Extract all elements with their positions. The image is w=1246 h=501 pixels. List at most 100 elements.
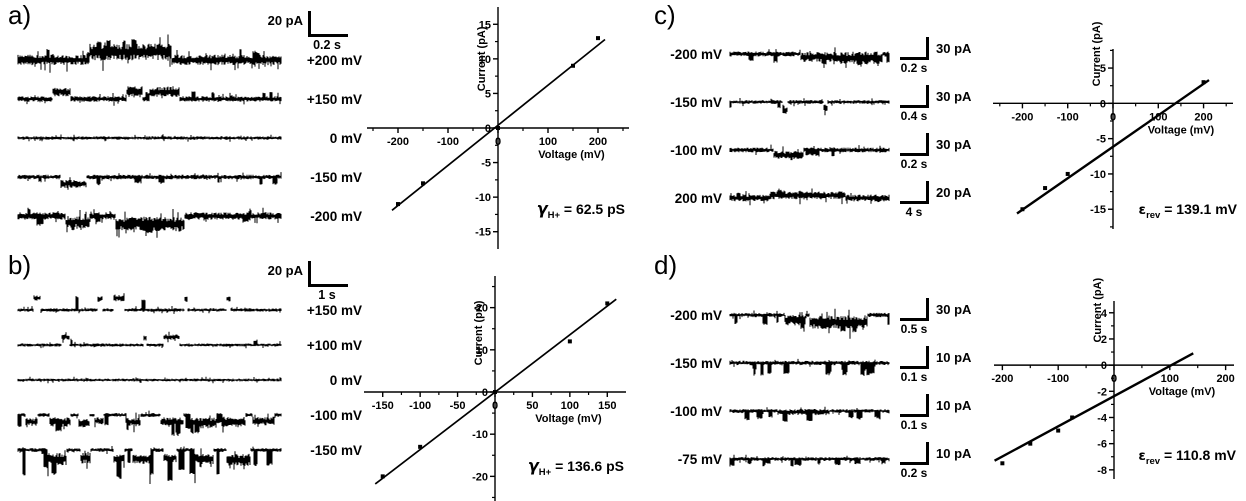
scalebar-time-label: 0.2 s — [900, 157, 928, 171]
y-tick-label: 2 — [1101, 334, 1107, 346]
gamma-symbol: γ — [527, 456, 539, 476]
x-tick-label: 100 — [561, 400, 579, 412]
x-tick-label: 0 — [1111, 373, 1117, 385]
x-tick-label: 200 — [1216, 373, 1234, 385]
scalebar-current-label: 10 pA — [936, 398, 972, 413]
y-tick-label: 10 — [476, 345, 488, 357]
scalebar-time-label: 0.4 s — [900, 109, 928, 123]
scalebar: 10 pA 0.1 s — [898, 390, 984, 432]
y-tick-label: 0 — [1100, 98, 1106, 110]
data-point — [1043, 186, 1048, 191]
scalebar-bars — [900, 442, 929, 465]
trace-signal — [17, 172, 282, 190]
trace-signal — [17, 207, 282, 238]
trace-waveform — [17, 207, 282, 238]
fit-line — [391, 38, 606, 211]
voltage-label: -150 mV — [670, 355, 722, 371]
data-point — [1056, 428, 1061, 433]
annotation-value: = 139.1 mV — [1164, 201, 1237, 218]
x-axis-title: Voltage (mV) — [538, 149, 605, 161]
y-tick-label: 4 — [1101, 308, 1108, 320]
iv-plot-a: -200 -100 0 100 200 -15 -10 -5 0 5 10 15 Current (pA… — [367, 7, 629, 249]
scalebar-current-label: 30 pA — [936, 89, 972, 104]
voltage-label: 0 mV — [329, 372, 362, 388]
x-axis-title: Voltage (mV) — [1149, 386, 1216, 398]
data-point — [1070, 415, 1075, 420]
y-tick-label: -5 — [481, 158, 491, 170]
x-tick-label: -100 — [1047, 373, 1069, 385]
trace-row: -100 mV — [17, 397, 362, 436]
y-axis-title: Current (pA) — [1091, 21, 1103, 86]
trace-waveform — [17, 86, 282, 106]
scalebar-bars — [900, 37, 929, 60]
data-point — [1028, 441, 1033, 446]
voltage-label: +150 mV — [306, 91, 362, 107]
scalebar-current-label: 10 pA — [936, 446, 972, 461]
scalebar-current-label: 30 pA — [936, 302, 972, 317]
voltage-label: -150 mV — [670, 94, 722, 110]
scalebar: 30 pA 0.2 s — [898, 129, 984, 171]
trace-signal — [17, 446, 282, 484]
annotation-value: = 110.8 mV — [1163, 447, 1236, 464]
y-tick-label: 0 — [485, 123, 491, 135]
scalebar-time-label: 0.1 s — [900, 418, 928, 432]
scalebar-bars — [308, 261, 348, 287]
y-axis-title: Current (pA) — [1092, 277, 1104, 342]
trace-signal — [17, 331, 282, 349]
trace-row: -150 mV 10 pA 0.1 s — [660, 339, 984, 387]
annotation-value: = 136.6 pS — [555, 458, 624, 475]
scalebar-bars — [900, 346, 929, 369]
scalebar-time-label: 0.1 s — [900, 370, 928, 384]
trace-waveform — [729, 406, 890, 422]
trace-row: -150 mV — [17, 432, 362, 484]
y-tick-label: -10 — [1090, 169, 1106, 181]
y-tick-label: 5 — [1100, 63, 1106, 75]
x-axis-title: Voltage (mV) — [1148, 124, 1215, 136]
trace-waveform — [17, 376, 282, 384]
y-tick-label: 0 — [482, 387, 488, 399]
scalebar-time-label: 0.2 s — [313, 38, 341, 52]
trace-waveform — [17, 172, 282, 190]
iv-plot-d: -200 -100 0 100 200 -8 -6 -4 -2 0 2 4 Current (pA) Vo… — [991, 277, 1236, 479]
scalebar-bars — [900, 85, 929, 108]
trace-row: 200 mV 20 pA 4 s — [660, 174, 984, 222]
trace-row: 0 mV — [17, 362, 362, 398]
voltage-label: -100 mV — [670, 142, 722, 158]
x-tick-label: -100 — [1057, 111, 1079, 123]
voltage-label: +200 mV — [306, 52, 362, 68]
voltage-label: +100 mV — [306, 337, 362, 353]
x-tick-label: 100 — [1149, 111, 1167, 123]
panel-b-letter: b) — [8, 250, 32, 280]
data-point — [1000, 461, 1005, 466]
panel-a-letter: a) — [8, 0, 32, 30]
scalebar-bars — [900, 133, 929, 156]
trace-waveform — [17, 410, 282, 436]
scalebar: 20 pA 1 s — [248, 258, 358, 308]
trace-row: +150 mV — [17, 292, 362, 328]
iv-annotation: εrev = 139.1 mV — [1139, 201, 1237, 221]
y-tick-label: -10 — [472, 429, 488, 441]
trace-waveform — [17, 34, 282, 73]
panel-a: a) 20 pA 0.2 s +200 mV +150 mV 0 mV -150… — [0, 0, 630, 250]
scalebar-time-label: 0.2 s — [900, 61, 928, 75]
scalebar: 30 pA 0.4 s — [898, 81, 984, 123]
x-tick-label: -100 — [437, 136, 459, 148]
trace-row: -75 mV 10 pA 0.2 s — [660, 435, 984, 483]
y-tick-label: -4 — [1097, 412, 1108, 424]
fit-line — [993, 352, 1194, 462]
annotation-value: = 62.5 pS — [563, 201, 625, 218]
x-tick-label: 100 — [539, 136, 557, 148]
data-point — [493, 390, 497, 394]
traces-b: +150 mV +100 mV 0 mV -100 mV -150 mV — [17, 292, 362, 484]
y-tick-label: -5 — [1096, 134, 1106, 146]
trace-row: -100 mV 10 pA 0.1 s — [660, 387, 984, 435]
trace-signal — [17, 86, 282, 106]
data-point — [396, 202, 400, 207]
gamma-symbol: γ — [536, 199, 548, 219]
x-tick-label: 150 — [598, 400, 616, 412]
data-point — [567, 339, 572, 344]
trace-row: +150 mV — [17, 81, 362, 117]
iv-annotation: γH+ = 62.5 pS — [537, 199, 625, 221]
